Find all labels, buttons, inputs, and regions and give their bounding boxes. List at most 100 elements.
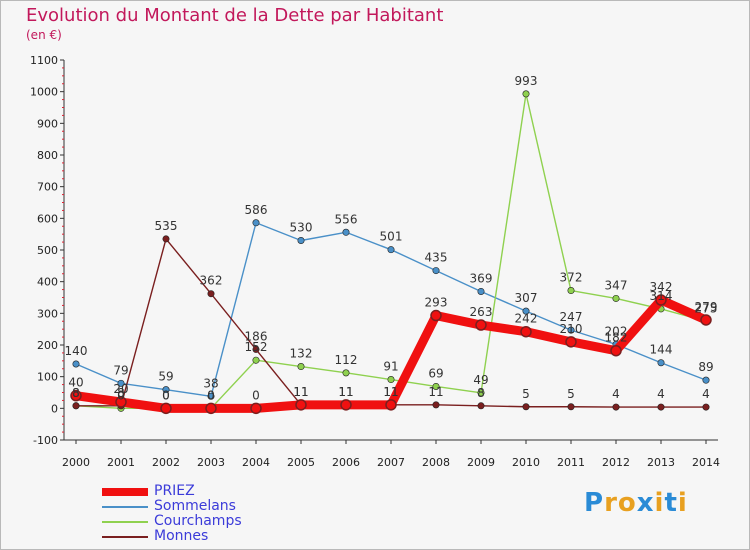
data-label: 11	[338, 385, 353, 399]
x-tick-label: 2003	[197, 456, 225, 469]
brand-letter: o	[617, 488, 637, 518]
y-tick-label: 800	[37, 149, 58, 162]
data-label: 556	[335, 212, 358, 226]
y-tick-label: -100	[33, 434, 58, 447]
data-label: 5	[522, 387, 530, 401]
data-point	[387, 246, 395, 254]
data-point	[522, 90, 530, 98]
y-tick-label: 0	[51, 402, 58, 415]
data-point	[657, 359, 665, 367]
brand-letter: P	[584, 488, 605, 518]
data-point	[115, 396, 127, 408]
data-label: 210	[560, 322, 583, 336]
data-point	[207, 290, 215, 298]
brand-letter: x	[636, 488, 655, 518]
data-label: 152	[245, 340, 268, 354]
data-point	[72, 402, 80, 410]
data-point	[70, 389, 82, 402]
y-tick-label: 100	[37, 371, 58, 384]
x-tick-label: 2002	[152, 456, 180, 469]
data-point	[432, 267, 440, 275]
y-tick-label: 700	[37, 181, 58, 194]
data-label: 314	[650, 289, 673, 303]
data-point	[205, 402, 217, 415]
x-tick-label: 2006	[332, 456, 360, 469]
x-tick-label: 2014	[692, 456, 720, 469]
data-label: 182	[605, 331, 628, 345]
data-point	[162, 386, 170, 394]
data-label: 342	[650, 280, 673, 294]
data-label: 144	[650, 343, 673, 357]
data-point	[432, 401, 440, 409]
legend-label-sommelans: Sommelans	[154, 498, 236, 514]
data-point	[475, 319, 487, 331]
x-tick-label: 2010	[512, 456, 540, 469]
data-label: 0	[207, 388, 215, 402]
x-tick-label: 2005	[287, 456, 315, 469]
data-point	[252, 345, 260, 353]
data-label: 38	[203, 376, 218, 390]
x-tick-label: 2012	[602, 456, 630, 469]
y-tick-label: 500	[37, 244, 58, 257]
data-point	[252, 219, 260, 227]
data-point	[610, 344, 622, 357]
data-label: 435	[425, 251, 448, 265]
data-point	[567, 326, 575, 334]
data-point	[477, 287, 485, 295]
data-point	[702, 403, 710, 411]
data-label: 5	[567, 387, 575, 401]
data-point	[432, 382, 440, 390]
data-point	[565, 336, 577, 348]
data-point	[477, 402, 485, 410]
data-point	[117, 379, 125, 387]
y-tick-label: 400	[37, 276, 58, 289]
data-label: 242	[515, 312, 538, 326]
chart-subtitle: (en €)	[26, 28, 62, 42]
data-point	[72, 360, 80, 368]
data-label: 202	[605, 324, 628, 338]
data-point	[297, 237, 305, 245]
data-label: 140	[65, 344, 88, 358]
data-label: 372	[560, 271, 583, 285]
legend-label-courchamps: Courchamps	[154, 513, 242, 529]
x-tick-label: 2008	[422, 456, 450, 469]
data-point	[297, 363, 305, 371]
data-point	[655, 294, 667, 306]
data-point	[700, 314, 712, 326]
data-label: 369	[470, 271, 493, 285]
data-label: 11	[293, 385, 308, 399]
data-point	[520, 325, 532, 338]
data-label: 11	[338, 385, 353, 399]
x-tick-label: 2001	[107, 456, 135, 469]
data-point	[340, 399, 352, 411]
y-tick-label: 900	[37, 117, 58, 130]
data-point	[342, 228, 350, 236]
data-label: 49	[473, 373, 488, 387]
x-tick-label: 2009	[467, 456, 495, 469]
data-point	[522, 307, 530, 315]
data-label: 0	[207, 388, 215, 402]
data-label: 263	[470, 305, 493, 319]
data-point	[567, 403, 575, 411]
data-point	[612, 403, 620, 411]
data-point	[612, 294, 620, 302]
data-label: 20	[113, 382, 128, 396]
data-label: 501	[380, 230, 403, 244]
legend-label-priez: PRIEZ	[154, 483, 195, 499]
data-point	[522, 403, 530, 411]
data-point	[657, 403, 665, 411]
data-point	[207, 392, 215, 400]
x-tick-label: 2000	[62, 456, 90, 469]
data-label: 11	[383, 385, 398, 399]
legend-label-monnes: Monnes	[154, 528, 209, 544]
data-label: 8	[72, 386, 80, 400]
data-label: 535	[155, 219, 178, 233]
data-label: 8	[477, 386, 485, 400]
brand-letter: i	[654, 488, 665, 518]
data-label: 79	[113, 363, 128, 377]
x-tick-label: 2013	[647, 456, 675, 469]
chart-title: Evolution du Montant de la Dette par Hab…	[26, 5, 444, 26]
data-label: 993	[515, 74, 538, 88]
